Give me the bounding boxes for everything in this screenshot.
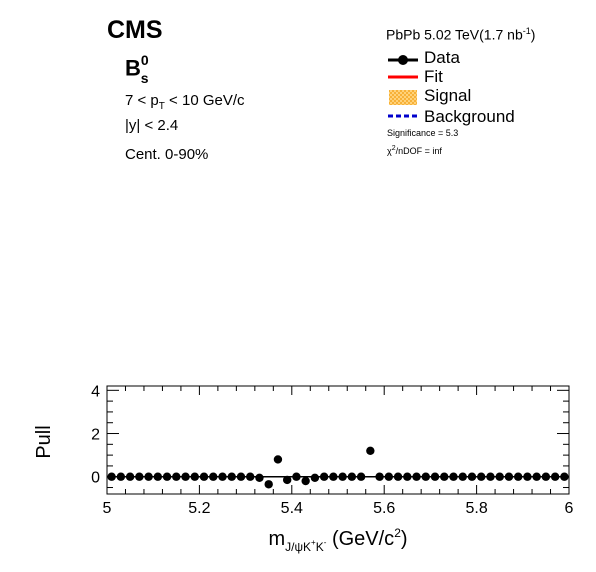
pull-point [209,472,218,481]
y-tick-label: 2 [91,427,100,444]
pull-point [458,472,467,481]
pull-point [504,472,514,481]
pull-point [486,472,495,481]
x-tick-label: 5.2 [188,500,210,517]
pull-point [393,472,403,481]
pull-point [338,472,347,481]
pull-point [541,472,551,481]
y-tick-label: 4 [91,383,100,400]
pull-point [495,472,504,481]
x-tick-label: 6 [565,500,574,517]
pull-point [135,472,144,481]
pull-point [301,476,310,486]
pull-point [467,472,477,481]
legend-label-signal: Signal [424,86,472,105]
pull-point [356,472,366,481]
pull-point [282,475,292,485]
pull-point [236,472,246,481]
x-axis-label-subk: K [316,540,324,554]
pull-point [107,472,116,481]
pull-point [181,472,190,481]
pull-point [190,472,199,481]
legend-label-background: Background [424,107,515,126]
pull-point [421,472,430,481]
pull-point [440,472,449,481]
pt-cut-label: 7 < pT < 10 GeV/c [125,92,245,112]
x-axis-label-pre: m [268,528,285,550]
pull-point [560,472,569,481]
centrality-label: Cent. 0-90% [125,146,209,163]
signal-hatch-icon [389,90,417,105]
plot-frame [106,385,570,495]
lumi-label: PbPb 5.02 TeV(1.7 nb-1) [386,26,535,43]
pull-point [384,472,394,481]
chi2-post: /nDOF = inf [395,146,442,156]
pull-point [172,472,181,481]
lumi-text: PbPb 5.02 TeV(1.7 nb [386,26,523,43]
pull-point [255,473,264,482]
y-axis-label: Pull [33,425,55,458]
x-axis-label-subsup2: - [324,538,327,547]
data-marker-icon [388,55,418,65]
pull-point [153,472,163,481]
pull-point [319,472,329,481]
pull-point [246,472,255,481]
particle-base: B [125,55,141,81]
pt-cut-pre: 7 < p [125,92,159,109]
x-axis-label-post: (GeV/c [326,528,394,550]
pull-point [532,472,541,481]
particle-sup: 0 [140,52,149,68]
pull-point [412,472,421,481]
significance-label: Significance = 5.3 [387,128,459,138]
pull-point [430,472,440,481]
x-axis-label-close: ) [401,528,408,550]
experiment-label: CMS [107,16,163,44]
x-axis-label-subsup1: + [311,538,316,547]
pull-point [477,472,486,481]
pull-point [273,455,283,464]
legend-label-fit: Fit [424,67,443,86]
chi2-pre: χ [387,146,392,156]
chi2-label: χ2/nDOF = inf [387,145,442,156]
chi2-sup: 2 [391,145,396,152]
legend-label-data: Data [424,48,460,67]
y-cut-label: |y| < 2.4 [125,117,179,134]
fit-line-icon [388,75,418,79]
pull-point [310,473,320,482]
pull-point [292,472,301,481]
pull-point [144,472,153,481]
pull-point [513,472,523,481]
pull-point [264,480,273,489]
lumi-close: ) [530,26,536,43]
particle-sub: s [140,69,149,86]
pull-point [523,472,532,481]
pt-cut-post: < 10 GeV/c [164,92,245,109]
x-tick-label: 5.6 [373,500,395,517]
pull-point [550,472,560,481]
pt-cut-sub: T [158,101,165,112]
pull-point [199,472,209,481]
x-axis-label-sup: 2 [394,526,401,540]
x-axis-label-sub: J/ψK [285,540,311,554]
x-axis-label: mJ/ψK+K- (GeV/c2) [268,526,407,554]
pull-point [116,472,126,481]
pull-point [375,472,384,481]
pull-point [227,472,236,481]
pull-point [403,472,412,481]
background-dashed-icon [388,114,418,118]
pull-point [347,472,357,481]
x-tick-label: 5.4 [281,500,303,517]
lumi-sup: -1 [522,26,531,36]
pull-point [449,472,458,481]
pull-point [125,472,135,481]
pull-point [162,472,172,481]
x-tick-label: 5.8 [465,500,487,517]
pull-point [329,472,338,481]
pull-point [218,472,227,481]
y-tick-label: 0 [91,470,100,487]
particle-label: B0s [125,52,149,86]
x-tick-label: 5 [103,500,112,517]
pull-point [366,446,375,455]
